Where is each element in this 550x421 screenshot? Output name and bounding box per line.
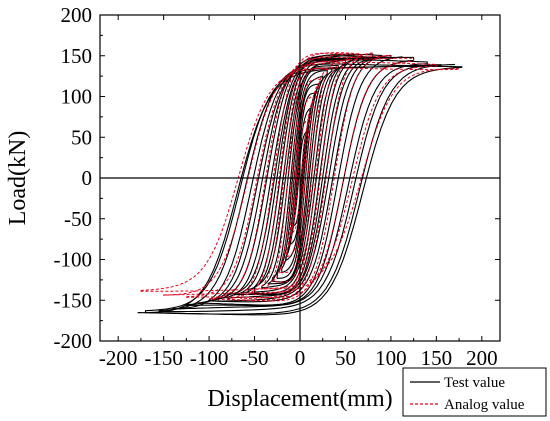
y-tick-label: 50 — [71, 125, 92, 149]
hysteresis-loop — [163, 61, 437, 296]
y-tick-label: 0 — [82, 166, 93, 190]
y-axis-ticks: -200 -150 -100 -50 0 50 100 150 200 — [54, 3, 500, 353]
y-tick-label: 100 — [61, 85, 93, 109]
zero-lines — [100, 15, 500, 341]
x-tick-label: 100 — [375, 346, 407, 370]
x-axis-ticks: -200 -150 -100 -50 0 50 100 150 200 — [99, 15, 498, 370]
hysteresis-loop — [137, 65, 463, 316]
y-tick-label: -150 — [54, 288, 93, 312]
legend-label-analog: Analog value — [444, 397, 525, 413]
series-analog-value — [140, 52, 460, 302]
y-tick-label: -50 — [64, 207, 92, 231]
legend-label-test: Test value — [444, 375, 505, 391]
hysteresis-loop — [144, 63, 456, 315]
x-axis-label: Displacement(mm) — [207, 386, 392, 412]
hysteresis-loop — [271, 67, 328, 283]
x-tick-label: 200 — [466, 346, 498, 370]
x-tick-label: -50 — [241, 346, 269, 370]
x-tick-label: -100 — [190, 346, 229, 370]
y-axis-label: Load(kN) — [5, 131, 31, 226]
hysteresis-loop — [240, 52, 360, 300]
hysteresis-loop — [285, 94, 315, 258]
hysteresis-loop — [140, 67, 460, 292]
y-tick-label: -200 — [54, 329, 93, 353]
x-tick-label: -200 — [99, 346, 138, 370]
y-tick-label: 200 — [61, 3, 93, 27]
x-tick-label: 150 — [421, 346, 453, 370]
y-tick-label: 150 — [61, 44, 93, 68]
hysteresis-loop — [252, 53, 348, 296]
x-tick-label: 50 — [335, 346, 356, 370]
y-tick-label: -100 — [54, 248, 93, 272]
x-tick-label: 0 — [295, 346, 306, 370]
x-tick-label: -150 — [144, 346, 183, 370]
hysteresis-loop — [290, 117, 310, 236]
hysteresis-loop — [272, 70, 328, 283]
curves-layer — [137, 52, 463, 316]
legend: Test value Analog value — [402, 367, 547, 417]
legend-box — [402, 367, 547, 417]
hysteresis-loop — [209, 54, 392, 303]
hysteresis-loop — [209, 54, 392, 302]
hysteresis-loop — [263, 59, 337, 290]
hysteresis-loop — [185, 57, 415, 298]
